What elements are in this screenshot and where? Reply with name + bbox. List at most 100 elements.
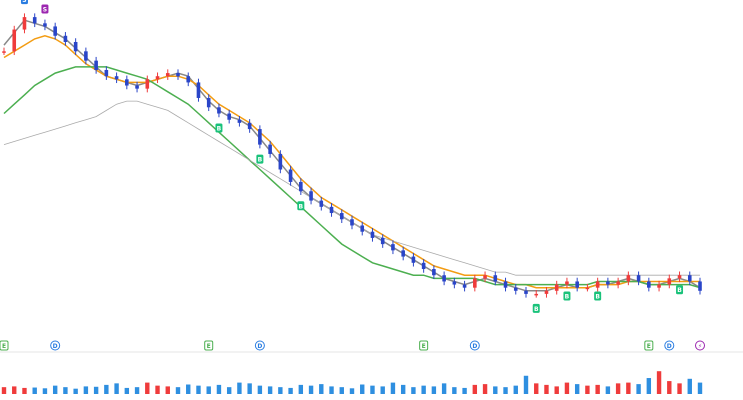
signal-marker[interactable]: B: [676, 285, 684, 295]
candle-body: [288, 169, 293, 182]
svg-text:D: D: [667, 343, 672, 350]
volume-bar: [196, 385, 201, 394]
volume-bar: [626, 382, 631, 394]
svg-text:D: D: [257, 343, 262, 350]
event-marker[interactable]: ⚡: [695, 340, 705, 351]
candle-body: [565, 281, 569, 285]
volume-bar: [165, 386, 170, 394]
signal-marker[interactable]: S: [20, 0, 28, 4]
candle-body: [278, 153, 283, 170]
candle-body: [544, 290, 549, 294]
event-marker[interactable]: E: [419, 340, 429, 351]
signal-marker[interactable]: B: [532, 303, 540, 313]
volume-bar: [12, 386, 17, 394]
event-marker[interactable]: D: [469, 340, 480, 351]
candle-body: [534, 293, 539, 296]
volume-bar: [636, 384, 641, 394]
volume-bar: [452, 387, 457, 394]
event-marker[interactable]: D: [664, 340, 675, 351]
candle-body: [462, 284, 467, 288]
candle-body: [145, 79, 150, 89]
volume-bar: [513, 385, 518, 394]
candle-body: [258, 129, 262, 145]
event-marker[interactable]: D: [50, 340, 61, 351]
volume-bar: [595, 384, 600, 394]
candle-body: [206, 97, 211, 108]
volume-bar: [360, 384, 365, 394]
candle-body: [176, 73, 180, 77]
candle-body: [595, 281, 600, 288]
volume-bar: [667, 381, 672, 394]
volume-bar: [1, 387, 7, 394]
candle-body: [247, 122, 252, 130]
candle-body: [411, 256, 416, 263]
svg-text:B: B: [299, 203, 304, 210]
candle-body: [186, 76, 191, 83]
ma-line-4: [3, 100, 700, 276]
volume-bar: [247, 383, 252, 394]
volume-bar: [605, 386, 611, 394]
signal-marker[interactable]: B: [256, 154, 264, 164]
signal-marker[interactable]: B: [563, 291, 571, 301]
volume-bar: [380, 386, 385, 394]
signal-marker[interactable]: B: [215, 123, 223, 133]
candle-body: [268, 144, 272, 154]
volume-bar: [523, 375, 529, 394]
volume-bar: [544, 384, 549, 394]
volume-bar: [226, 387, 232, 394]
volume-bar: [585, 385, 590, 394]
volume-bar: [278, 387, 283, 394]
candle-body: [483, 275, 487, 279]
svg-text:D: D: [53, 343, 58, 350]
candle-body: [442, 275, 446, 282]
candle-body: [677, 275, 682, 279]
candle-body: [196, 82, 201, 98]
candle-body: [32, 17, 37, 24]
volume-bar: [308, 385, 314, 394]
candle-body: [380, 237, 385, 245]
candle-body: [626, 275, 631, 282]
candle-body: [165, 73, 170, 77]
volume-bar: [431, 386, 437, 394]
volume-bar: [63, 387, 68, 394]
candle-body: [299, 181, 303, 192]
svg-text:E: E: [647, 343, 651, 350]
candle-body: [452, 281, 457, 285]
candle-body: [585, 287, 590, 290]
volume-bar: [370, 385, 375, 394]
event-marker[interactable]: E: [204, 340, 214, 351]
signal-marker[interactable]: B: [297, 201, 305, 211]
candle-body: [125, 79, 129, 86]
volume-bar: [206, 386, 211, 394]
signal-markers[interactable]: S S B B B B B B B: [20, 0, 684, 313]
event-marker[interactable]: D: [254, 340, 265, 351]
volume-bar: [646, 378, 652, 394]
event-marker[interactable]: E: [644, 340, 654, 351]
volume-bar: [493, 386, 498, 394]
svg-text:E: E: [207, 343, 211, 350]
svg-text:B: B: [258, 157, 263, 164]
candle-body: [616, 281, 620, 285]
volume-bar: [329, 386, 334, 394]
signal-marker[interactable]: S: [41, 4, 49, 14]
volume-bar: [697, 382, 703, 394]
signal-marker[interactable]: B: [594, 291, 602, 301]
candle-body: [493, 275, 498, 282]
svg-text:E: E: [2, 343, 6, 350]
svg-text:B: B: [565, 293, 570, 300]
event-markers[interactable]: E D E D E D E D ⚡: [0, 340, 705, 351]
candle-body: [339, 213, 344, 220]
candle-body: [309, 191, 313, 201]
svg-text:E: E: [422, 343, 426, 350]
event-marker[interactable]: E: [0, 340, 9, 351]
svg-text:S: S: [22, 0, 26, 4]
volume-bar: [186, 384, 191, 394]
volume-bar: [656, 371, 662, 394]
candle-body: [473, 278, 477, 288]
volume-bar: [145, 382, 150, 394]
candle-body: [329, 206, 334, 214]
candle-body: [524, 290, 528, 294]
volume-bar: [574, 384, 580, 394]
candle-body: [657, 284, 661, 288]
